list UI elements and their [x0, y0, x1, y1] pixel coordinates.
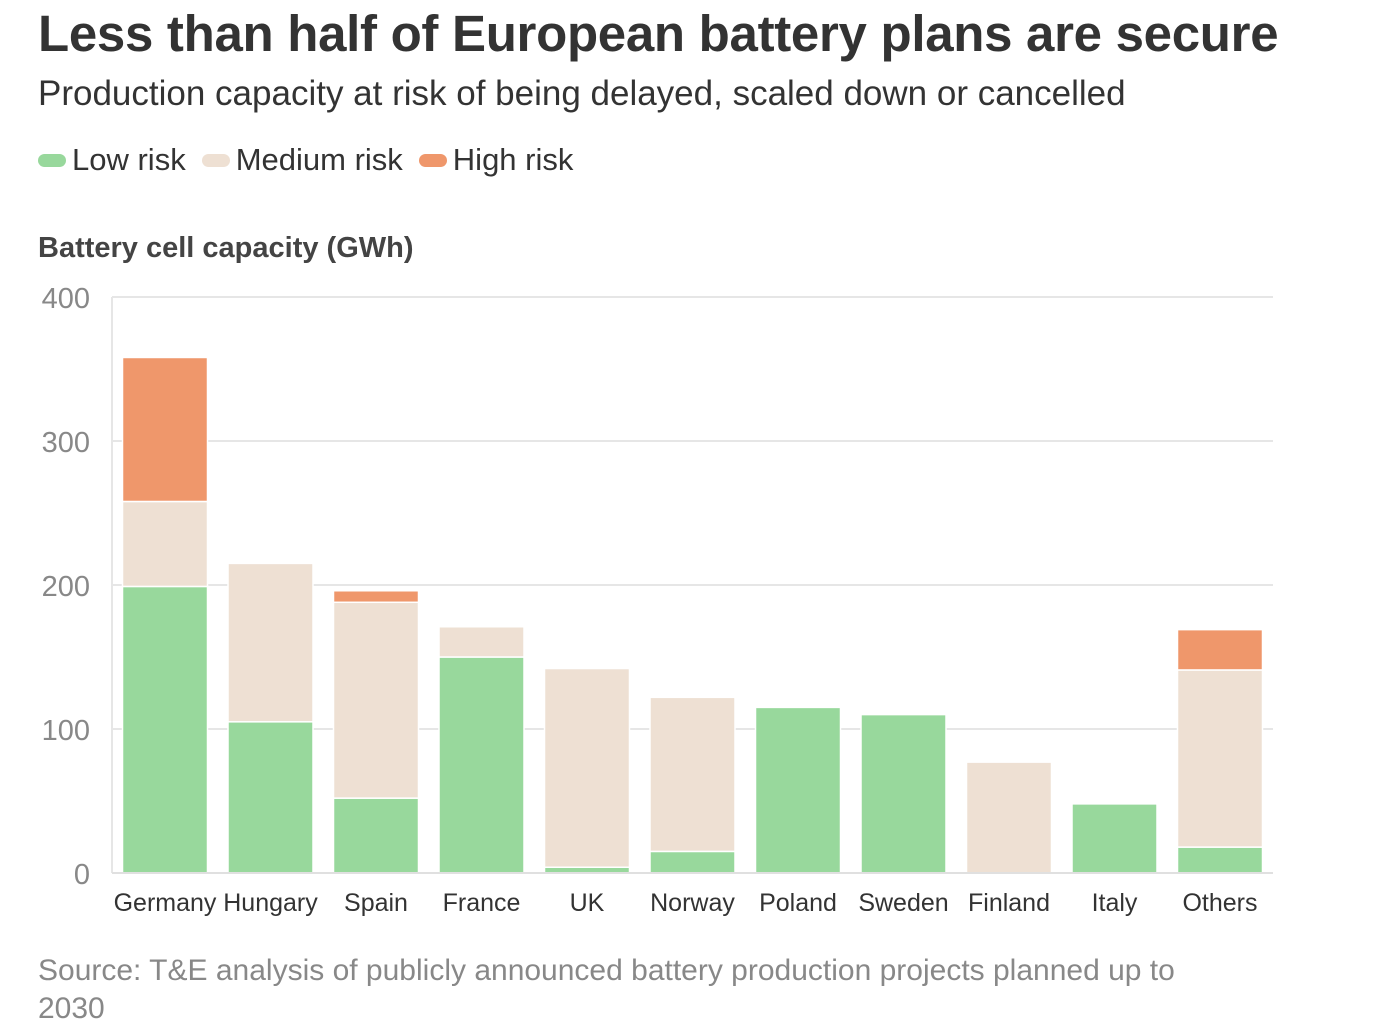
y-axis-title: Battery cell capacity (GWh)	[38, 232, 414, 264]
bar-germany-high-risk	[121, 356, 209, 503]
legend-label-low-risk: Low risk	[72, 142, 186, 177]
y-tick-label-100: 100	[42, 715, 90, 747]
legend-swatch-high-risk	[418, 153, 447, 167]
chart-subtitle: Production capacity at risk of being del…	[38, 74, 1126, 113]
bar-hungary-low-risk	[227, 721, 314, 874]
bar-spain-medium-risk	[332, 601, 420, 799]
source-note: Source: T&E analysis of publicly announc…	[38, 954, 1175, 1025]
bar-hungary-medium-risk	[227, 562, 314, 723]
y-tick-label-200: 200	[42, 571, 90, 603]
y-tick-label-400: 400	[42, 283, 90, 315]
legend-label-medium-risk: Medium risk	[235, 142, 403, 177]
y-tick-label-0: 0	[74, 859, 90, 891]
bar-others-medium-risk	[1176, 669, 1264, 848]
bar-others-low-risk	[1176, 846, 1264, 874]
x-tick-label-france: France	[443, 889, 521, 917]
x-tick-label-finland: Finland	[968, 889, 1050, 917]
bar-finland-medium-risk	[965, 761, 1053, 874]
chart-title: Less than half of European battery plans…	[38, 5, 1279, 62]
x-tick-label-spain: Spain	[344, 889, 408, 917]
legend-item-low-risk: Low risk	[38, 142, 186, 178]
bar-sweden-low-risk	[860, 713, 947, 874]
legend: Low risk Medium risk High risk	[38, 142, 589, 178]
x-tick-label-germany: Germany	[114, 889, 217, 917]
bar-italy-low-risk	[1071, 803, 1158, 874]
bar-spain-high-risk	[332, 590, 420, 604]
x-tick-label-italy: Italy	[1092, 889, 1138, 917]
legend-swatch-low-risk	[38, 153, 66, 167]
x-tick-label-poland: Poland	[759, 889, 837, 917]
x-tick-label-norway: Norway	[650, 889, 735, 917]
bar-uk-medium-risk	[543, 667, 631, 868]
y-tick-label-300: 300	[42, 427, 90, 459]
bar-france-low-risk	[438, 656, 525, 874]
x-tick-label-hungary: Hungary	[223, 889, 318, 917]
x-tick-label-others: Others	[1182, 889, 1257, 917]
bar-norway-medium-risk	[649, 696, 736, 853]
bar-poland-low-risk	[754, 706, 842, 874]
bar-norway-low-risk	[649, 850, 736, 874]
bar-germany-low-risk	[121, 585, 209, 874]
x-tick-label-uk: UK	[570, 889, 605, 917]
x-tick-label-sweden: Sweden	[858, 889, 948, 917]
bar-others-high-risk	[1176, 628, 1264, 671]
bar-france-medium-risk	[438, 626, 525, 658]
legend-item-high-risk: High risk	[418, 142, 574, 178]
stacked-bar-chart: 0 100 200 300 400 Germany Hungary Spain France UK…	[42, 283, 1273, 917]
legend-swatch-medium-risk	[201, 153, 230, 167]
legend-label-high-risk: High risk	[452, 142, 574, 177]
bar-germany-medium-risk	[121, 500, 209, 588]
legend-item-medium-risk: Medium risk	[201, 142, 403, 178]
bar-spain-low-risk	[332, 797, 420, 874]
